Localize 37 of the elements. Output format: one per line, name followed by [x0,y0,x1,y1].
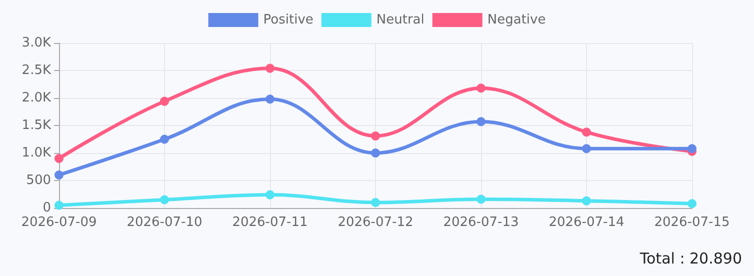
point [160,96,169,106]
y-tick-label: 0 [42,200,51,216]
point [688,199,696,208]
point [476,194,486,204]
y-tick-label: 500 [26,173,51,188]
point [371,148,380,158]
point [266,64,274,73]
point [371,131,380,140]
point [160,195,169,204]
x-tick-label: 2026-07-15 [654,215,730,230]
x-tick-label: 2026-07-14 [548,215,624,230]
legend-label: Neutral [376,12,424,28]
y-tick-label: 2.5K [22,63,52,78]
x-tick-label: 2026-07-09 [21,215,97,230]
x-tick-label: 2026-07-11 [232,215,308,230]
y-tick-label: 1.5K [22,118,52,133]
x-tick-label: 2026-07-10 [126,215,202,230]
point [160,134,169,144]
text: Total : 20.890 [638,250,742,268]
point [476,117,486,126]
x-tick-label: 2026-07-12 [338,215,414,230]
point [54,154,64,163]
point [688,144,696,154]
point [476,84,486,93]
point [582,128,591,137]
legend-label: Negative [487,12,546,28]
legend-label: Positive [263,12,314,28]
point [582,196,591,206]
point [266,94,274,104]
y-tick-label: 3.0K [22,36,52,50]
point [266,190,274,200]
y-tick-label: 2.0K [22,90,52,106]
x-tick-label: 2026-07-13 [443,215,519,230]
y-tick-label: 1.0K [22,146,52,160]
point [582,144,591,154]
point [54,170,64,180]
point [371,198,380,207]
